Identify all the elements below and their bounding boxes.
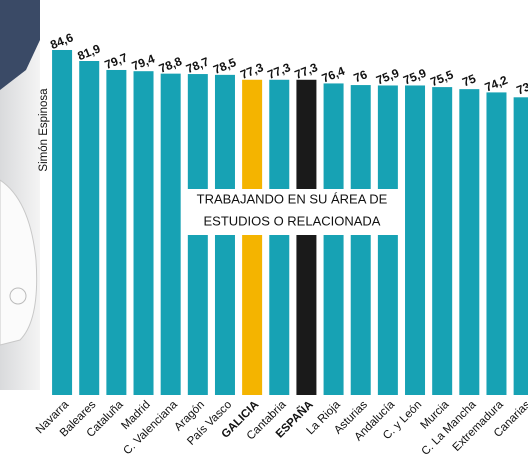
bar	[486, 92, 506, 395]
value-label: 76	[352, 67, 370, 85]
chart: Simón Espinosa 84,6Navarra81,9Baleares79…	[0, 0, 528, 474]
bar	[378, 85, 398, 395]
photo	[0, 0, 40, 390]
value-label: 77,3	[293, 60, 320, 82]
bar	[405, 85, 425, 395]
value-label: 78,8	[157, 54, 184, 76]
value-label: 74,2	[483, 73, 510, 95]
bar	[134, 71, 154, 395]
bar	[242, 80, 262, 395]
bar	[324, 83, 344, 395]
value-label: 79,4	[130, 51, 157, 73]
value-label: 77,3	[266, 60, 293, 82]
value-label: 75	[460, 71, 478, 89]
value-label: 76,4	[320, 64, 347, 86]
annotation: TRABAJANDO EN SU ÁREA DE	[197, 191, 388, 206]
bar	[269, 80, 289, 395]
bar	[52, 50, 72, 395]
bar	[351, 85, 371, 395]
bar	[514, 97, 528, 395]
value-label: 81,9	[75, 41, 102, 63]
photo-credit: Simón Espinosa	[38, 88, 50, 172]
value-label: 78,5	[211, 55, 238, 77]
value-label: 84,6	[48, 30, 75, 52]
bar	[432, 87, 452, 395]
value-label: 73	[514, 79, 528, 97]
value-label: 79,7	[103, 50, 130, 72]
bar	[106, 70, 126, 395]
value-label: 75,9	[401, 66, 428, 88]
annotation: ESTUDIOS O RELACIONADA	[204, 213, 381, 228]
bar	[79, 61, 99, 395]
value-label: 75,5	[428, 67, 455, 89]
value-label: 75,9	[374, 66, 401, 88]
bar	[296, 80, 316, 395]
bar	[459, 89, 479, 395]
bar	[161, 74, 181, 395]
value-label: 77,3	[238, 60, 265, 82]
value-label: 78,7	[184, 54, 211, 76]
